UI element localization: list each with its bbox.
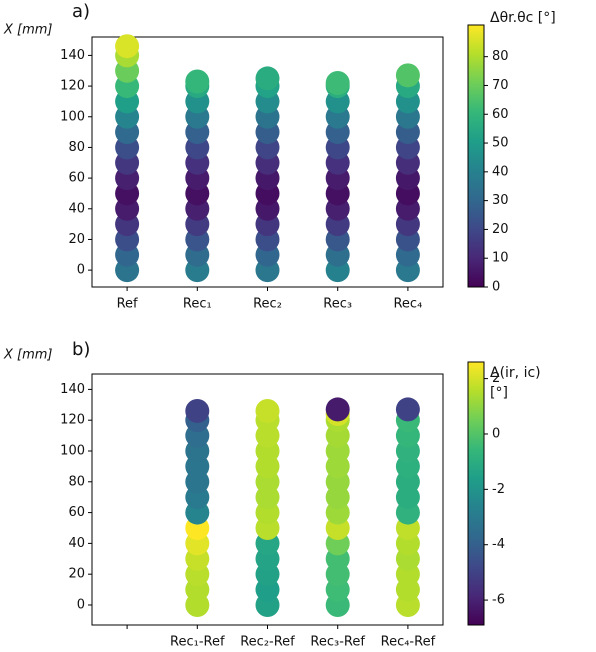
colorbar-tick-label: -2 — [492, 482, 505, 497]
colorbar-label: [°] — [490, 385, 508, 401]
point — [115, 34, 140, 59]
y-axis-label: X [mm] — [3, 348, 53, 363]
point — [325, 71, 350, 96]
x-tick-label: Rec₄-Ref — [381, 635, 436, 650]
point — [395, 63, 420, 88]
colorbar — [467, 361, 485, 626]
point — [185, 398, 210, 423]
colorbar-tick-label: 80 — [492, 49, 509, 64]
point — [255, 398, 280, 423]
panel-label: b) — [72, 339, 90, 360]
x-tick-label: Rec₄ — [393, 297, 422, 312]
y-tick-label: 120 — [60, 79, 85, 94]
point — [185, 69, 210, 94]
point — [255, 66, 280, 91]
colorbar-tick-label: 40 — [492, 164, 509, 179]
colorbar-label: Δθr.θc [°] — [490, 10, 556, 26]
colorbar-tick-label: 0 — [492, 280, 500, 295]
y-tick-label: 140 — [60, 382, 85, 397]
colorbar-tick-label: -4 — [492, 537, 505, 552]
y-tick-label: 40 — [68, 536, 85, 551]
x-tick-label: Rec₃-Ref — [310, 635, 365, 650]
y-tick-label: 20 — [68, 567, 85, 582]
y-tick-label: 100 — [60, 443, 85, 458]
colorbar-tick-label: 30 — [492, 193, 509, 208]
y-tick-label: 120 — [60, 413, 85, 428]
panel-label: a) — [72, 1, 90, 22]
colorbar-tick-label: 20 — [492, 222, 509, 237]
colorbar-tick-label: -6 — [492, 593, 505, 608]
x-tick-label: Rec₂ — [253, 297, 282, 312]
y-tick-label: 140 — [60, 48, 85, 63]
colorbar-label: Δ(ir, ic) — [490, 365, 541, 381]
y-tick-label: 0 — [77, 263, 85, 278]
y-tick-label: 80 — [68, 140, 85, 155]
colorbar — [467, 24, 485, 288]
y-tick-label: 40 — [68, 201, 85, 216]
y-tick-label: 80 — [68, 474, 85, 489]
point — [395, 397, 420, 422]
y-tick-label: 60 — [68, 505, 85, 520]
y-tick-label: 20 — [68, 232, 85, 247]
x-tick-label: Rec₃ — [323, 297, 352, 312]
point — [325, 397, 350, 422]
x-tick-label: Rec₂-Ref — [240, 635, 295, 650]
y-tick-label: 100 — [60, 109, 85, 124]
colorbar-tick-label: 50 — [492, 136, 509, 151]
x-tick-label: Rec₁-Ref — [170, 635, 225, 650]
y-tick-label: 0 — [77, 597, 85, 612]
colorbar-tick-label: 10 — [492, 251, 509, 266]
y-tick-label: 60 — [68, 171, 85, 186]
colorbar-tick-label: 70 — [492, 78, 509, 93]
x-tick-label: Rec₁ — [183, 297, 212, 312]
colorbar-tick-label: 60 — [492, 107, 509, 122]
x-tick-label: Ref — [117, 297, 138, 312]
colorbar-tick-label: 2 — [492, 371, 500, 386]
y-axis-label: X [mm] — [3, 23, 53, 38]
colorbar-tick-label: 0 — [492, 426, 500, 441]
